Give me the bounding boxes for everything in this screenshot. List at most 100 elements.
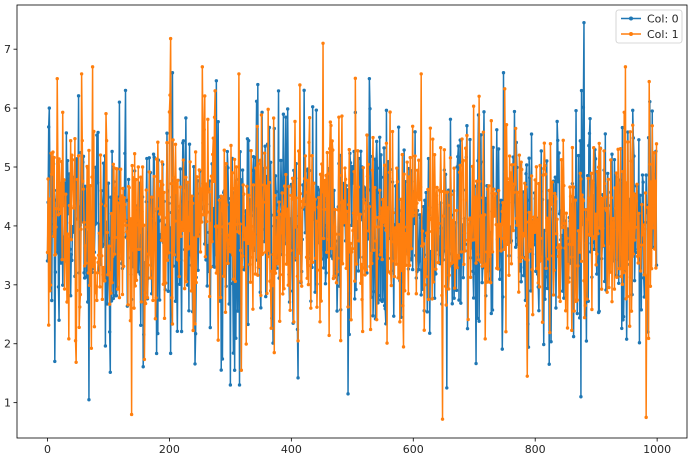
data-point — [499, 268, 504, 272]
data-point — [612, 236, 616, 240]
data-point — [603, 181, 607, 186]
data-point — [84, 261, 88, 265]
data-point — [324, 271, 328, 275]
data-point — [234, 222, 238, 227]
data-point — [54, 225, 58, 229]
data-point — [278, 272, 283, 277]
data-point — [138, 230, 142, 234]
data-point — [201, 141, 205, 145]
data-point — [168, 351, 173, 356]
data-point — [511, 228, 515, 233]
data-point — [190, 194, 194, 198]
data-point — [222, 148, 226, 152]
data-point — [410, 204, 414, 209]
data-point — [310, 105, 315, 109]
data-point — [271, 116, 276, 120]
data-point — [46, 177, 50, 181]
data-point — [322, 207, 326, 212]
data-point — [133, 284, 137, 288]
data-point — [255, 124, 259, 129]
data-point — [555, 217, 559, 221]
data-point — [359, 149, 363, 153]
data-point — [257, 265, 261, 269]
data-point — [613, 206, 618, 210]
data-point — [254, 166, 258, 170]
x-tick-label: 600 — [403, 443, 424, 456]
data-point — [361, 165, 365, 170]
data-point — [395, 180, 400, 184]
data-point — [53, 252, 58, 257]
data-point — [473, 238, 477, 242]
data-point — [265, 255, 270, 259]
data-point — [141, 365, 145, 369]
data-point — [315, 305, 319, 309]
data-point — [203, 94, 207, 98]
data-point — [418, 213, 422, 217]
data-point — [184, 279, 189, 284]
data-point — [582, 279, 586, 283]
data-point — [628, 130, 632, 134]
data-point — [227, 302, 231, 306]
data-point — [254, 99, 259, 104]
data-point — [47, 125, 51, 129]
data-point — [519, 160, 523, 164]
data-point — [57, 157, 61, 161]
data-point — [307, 140, 311, 145]
data-point — [434, 272, 438, 276]
data-point — [584, 207, 588, 212]
data-point — [107, 236, 111, 241]
data-point — [218, 299, 222, 303]
data-point — [267, 248, 271, 252]
data-point — [382, 163, 387, 167]
data-point — [627, 324, 632, 328]
data-point — [524, 172, 528, 176]
data-point — [51, 150, 55, 154]
data-point — [489, 119, 493, 123]
data-point — [159, 179, 163, 184]
data-point — [368, 264, 372, 269]
data-point — [540, 255, 544, 259]
data-point — [471, 269, 475, 274]
data-point — [219, 368, 223, 372]
data-point — [335, 309, 339, 313]
data-point — [337, 200, 342, 205]
data-point — [249, 148, 253, 153]
data-point — [124, 223, 128, 228]
data-point — [387, 170, 392, 175]
data-point — [549, 187, 553, 192]
data-point — [578, 139, 583, 143]
data-point — [546, 219, 550, 223]
data-point — [621, 169, 625, 174]
data-point — [488, 254, 492, 259]
data-point — [501, 236, 506, 241]
data-point — [537, 308, 541, 313]
data-point — [596, 165, 601, 169]
data-point — [600, 196, 604, 201]
data-point — [47, 197, 52, 201]
data-point — [484, 262, 488, 266]
data-point — [226, 166, 230, 170]
data-point — [315, 185, 320, 190]
data-point — [546, 257, 551, 261]
data-point — [553, 175, 558, 179]
data-point — [403, 231, 408, 236]
data-point — [328, 120, 333, 124]
data-point — [446, 287, 451, 291]
data-point — [125, 229, 129, 234]
data-point — [235, 194, 239, 199]
data-point — [374, 139, 379, 144]
data-point — [308, 263, 312, 268]
data-point — [123, 88, 128, 93]
data-point — [68, 139, 73, 143]
data-point — [415, 201, 419, 205]
data-point — [584, 339, 589, 343]
data-point — [270, 269, 274, 274]
data-point — [383, 223, 387, 228]
data-point — [306, 178, 310, 182]
legend-swatch-marker — [629, 16, 633, 21]
data-point — [538, 236, 543, 241]
data-point — [595, 272, 599, 276]
data-point — [524, 185, 528, 189]
data-point — [301, 197, 306, 201]
data-point — [149, 216, 153, 221]
